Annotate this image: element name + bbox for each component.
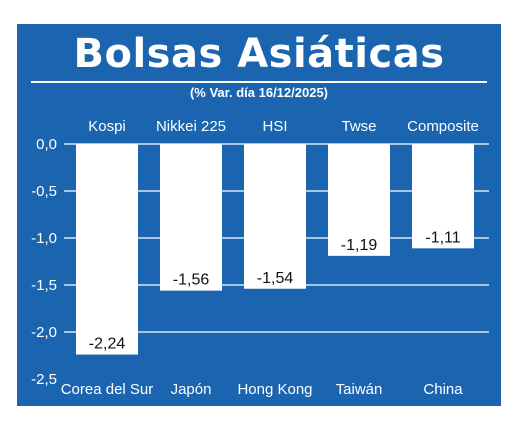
chart-panel: Bolsas Asiáticas (% Var. día 16/12/2025)… xyxy=(17,24,501,406)
y-tick-label: -1,0 xyxy=(31,230,57,247)
country-label: Taiwán xyxy=(336,381,383,398)
y-axis-labels: 0,0 -0,5 -1,0 -1,5 -2,0 -2,5 xyxy=(31,136,57,388)
index-label: Composite xyxy=(407,118,479,135)
value-label: -1,19 xyxy=(341,237,378,254)
value-labels: -2,24 -1,56 -1,54 -1,19 -1,11 xyxy=(89,229,461,352)
bar xyxy=(244,144,306,289)
chart-subtitle: (% Var. día 16/12/2025) xyxy=(189,85,329,100)
y-tick-label: -0,5 xyxy=(31,183,57,200)
index-label: HSI xyxy=(262,118,287,135)
y-tick-label: 0,0 xyxy=(36,136,57,153)
y-tick-label: -2,0 xyxy=(31,324,57,341)
country-label: China xyxy=(423,381,463,398)
index-label: Nikkei 225 xyxy=(156,118,226,135)
bar xyxy=(160,144,222,291)
value-label: -1,54 xyxy=(257,270,294,287)
country-labels: Corea del Sur Japón Hong Kong Taiwán China xyxy=(61,381,464,398)
title-underline xyxy=(31,81,487,83)
bar xyxy=(76,144,138,355)
index-label: Twse xyxy=(341,118,376,135)
bar xyxy=(412,144,474,249)
country-label: Hong Kong xyxy=(237,381,312,398)
value-label: -1,56 xyxy=(173,272,210,289)
value-label: -1,11 xyxy=(425,229,460,246)
country-label: Japón xyxy=(171,381,212,398)
index-label: Kospi xyxy=(88,118,126,135)
chart-title: Bolsas Asiáticas xyxy=(73,31,445,77)
y-tick-label: -2,5 xyxy=(31,371,57,388)
bars xyxy=(76,144,474,355)
value-label: -2,24 xyxy=(89,336,126,353)
index-labels: Kospi Nikkei 225 HSI Twse Composite xyxy=(88,118,479,135)
y-tick-label: -1,5 xyxy=(31,277,57,294)
country-label: Corea del Sur xyxy=(61,381,154,398)
bar-chart: 0,0 -0,5 -1,0 -1,5 -2,0 -2,5 Kospi Nikkei 225 H… xyxy=(31,118,489,398)
bar xyxy=(328,144,390,256)
